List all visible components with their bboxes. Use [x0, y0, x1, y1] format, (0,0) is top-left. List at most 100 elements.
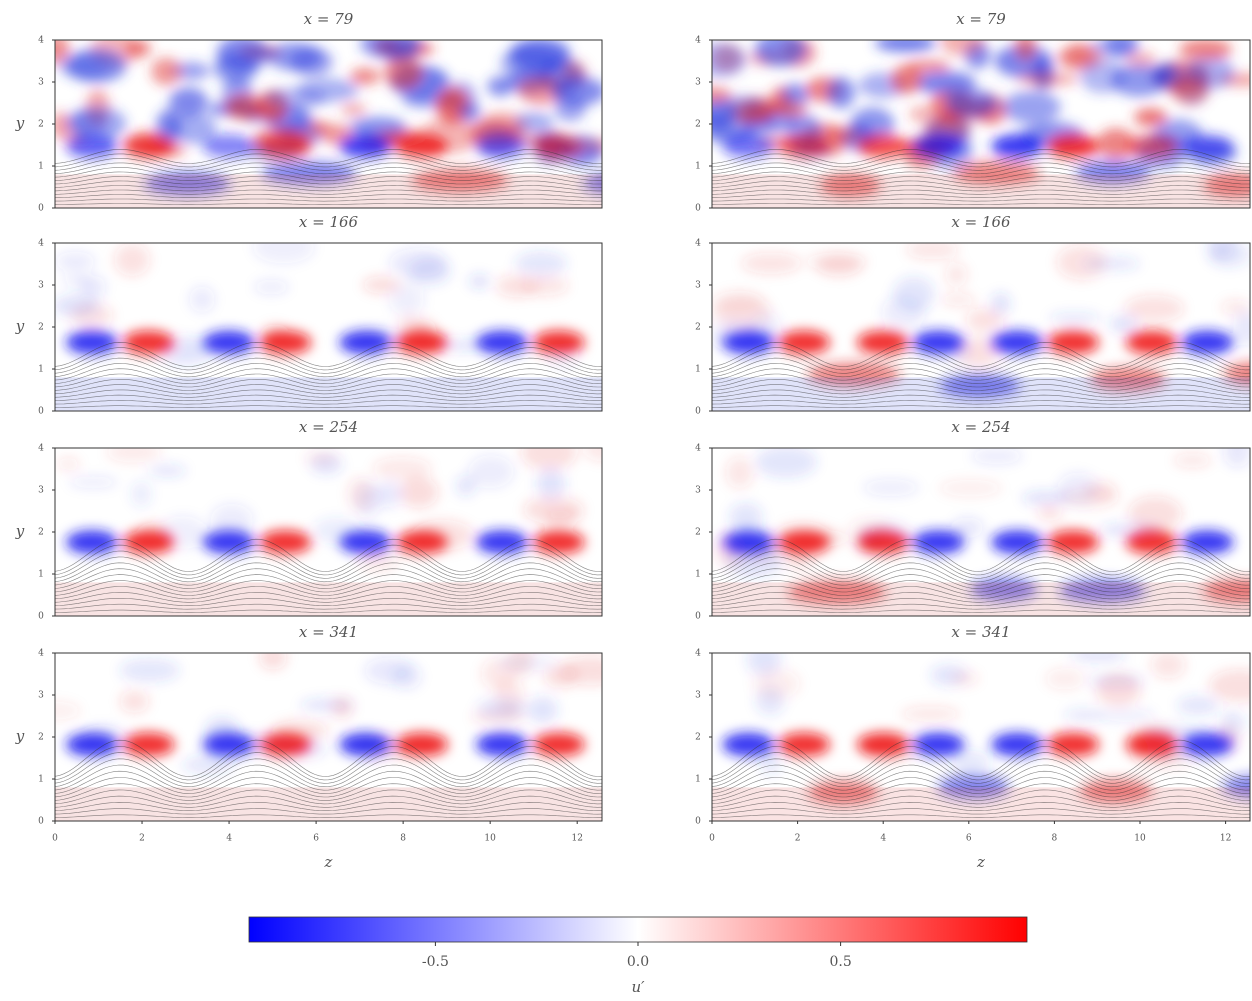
streamline: [55, 758, 602, 788]
noise-blob: [307, 120, 330, 135]
noise-blob: [543, 664, 578, 688]
noise-blob: [55, 701, 81, 720]
noise-blob: [781, 83, 809, 108]
noise-blob: [496, 274, 539, 298]
noise-blob: [1109, 315, 1139, 334]
streamline: [712, 203, 1250, 205]
y-tick-label: 3: [38, 691, 44, 701]
lobe: [778, 134, 831, 159]
noise-blob: [224, 94, 267, 121]
lobe: [476, 530, 529, 555]
y-tick-label: 1: [695, 365, 701, 375]
noise-blob: [350, 67, 380, 85]
noise-blob: [125, 40, 152, 57]
noise-blob: [1173, 453, 1212, 468]
noise-blob: [1063, 42, 1096, 69]
noise-blob: [79, 275, 106, 299]
field: [712, 448, 1250, 616]
streamline: [55, 185, 602, 192]
lobe: [259, 530, 312, 555]
lobe: [912, 134, 965, 159]
noise-blob: [168, 112, 217, 144]
noise-blob: [1070, 653, 1127, 663]
field-blobs: [714, 448, 1250, 605]
noise-blob: [487, 76, 513, 97]
inner-blob: [1059, 578, 1146, 603]
noise-blob: [106, 448, 162, 463]
streamline: [55, 598, 602, 606]
lobe: [65, 530, 118, 555]
streamline: [55, 538, 602, 572]
streamline: [712, 180, 1250, 188]
noise-blob: [957, 337, 1001, 368]
noise-blob: [1223, 448, 1250, 468]
streamline: [55, 149, 602, 164]
noise-blob: [341, 102, 367, 117]
streamline: [55, 746, 602, 781]
lobe: [259, 330, 312, 355]
noise-blob: [1048, 311, 1101, 324]
y-tick-label: 0: [695, 612, 701, 622]
x-tick-label: 6: [313, 834, 319, 844]
streamline: [55, 180, 602, 188]
y-axis-label: y: [15, 522, 25, 540]
y-tick-label: 3: [695, 486, 701, 496]
streamline: [712, 783, 1250, 801]
streamline: [55, 752, 602, 784]
noise-blob: [304, 451, 339, 465]
lobe: [1181, 330, 1234, 355]
inner-blob: [819, 173, 881, 198]
inner-blob: [583, 173, 602, 194]
lobe: [532, 732, 585, 757]
noise-blob: [263, 87, 327, 109]
noise-blob: [216, 40, 270, 71]
noise-blob: [863, 479, 919, 497]
noise-blob: [1015, 40, 1037, 61]
lobe: [532, 330, 585, 355]
noise-blob: [951, 750, 990, 775]
streamline: [55, 544, 602, 576]
y-tick-label: 1: [38, 775, 44, 785]
noise-blob: [933, 112, 962, 125]
lobe: [65, 732, 118, 757]
y-tick-label: 4: [38, 36, 44, 46]
noise-blob: [408, 257, 451, 285]
field-blobs: [55, 653, 602, 774]
y-tick-label: 3: [695, 281, 701, 291]
streamline: [712, 598, 1250, 606]
lobe: [395, 732, 448, 757]
streamline: [55, 580, 602, 596]
noise-blob: [1001, 91, 1061, 124]
streamline: [712, 795, 1250, 808]
streamline: [712, 808, 1250, 815]
noise-blob: [945, 263, 968, 287]
streamline: [712, 592, 1250, 603]
noise-blob: [258, 653, 288, 670]
streamline: [712, 352, 1250, 374]
lobe: [202, 330, 255, 355]
noise-blob: [356, 483, 381, 518]
x-tick-label: 12: [1220, 834, 1231, 844]
noise-blob: [544, 510, 581, 524]
field-blobs: [55, 243, 585, 368]
lobe: [259, 134, 312, 159]
noise-blob: [940, 40, 985, 56]
noise-blob: [182, 756, 234, 774]
streamline: [712, 379, 1250, 391]
streamline: [712, 167, 1250, 178]
x-tick-label: 8: [1052, 834, 1058, 844]
lobe: [1125, 732, 1178, 757]
lobe: [339, 732, 392, 757]
y-tick-label: 0: [38, 817, 44, 827]
streamline: [712, 538, 1250, 572]
noise-blob: [1176, 696, 1220, 715]
streamline: [55, 167, 602, 178]
noise-blob: [372, 456, 432, 480]
inner-blob: [1203, 173, 1250, 198]
lobe: [1125, 330, 1178, 355]
y-tick-label: 2: [695, 733, 701, 743]
streamline: [712, 603, 1250, 610]
noise-blob: [551, 76, 602, 106]
noise-blob: [148, 464, 187, 478]
noise-blob: [114, 243, 151, 277]
